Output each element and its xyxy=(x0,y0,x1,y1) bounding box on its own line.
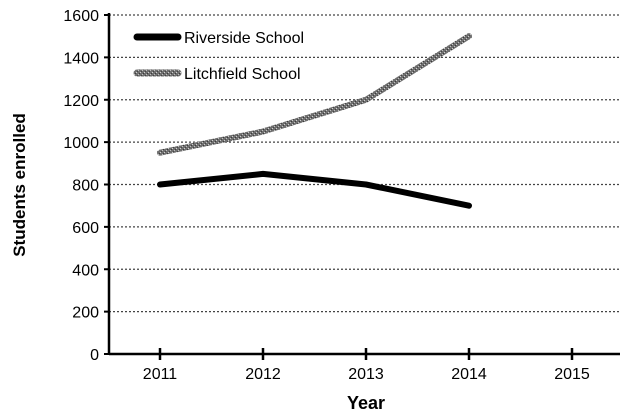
series-lines xyxy=(160,36,469,206)
legend-item-riverside: Riverside School xyxy=(137,30,304,47)
y-tick-label-0: 0 xyxy=(90,347,99,364)
y-tick-label-1600: 1600 xyxy=(63,8,99,25)
y-tick-label-200: 200 xyxy=(72,305,99,322)
x-tick-label-2012: 2012 xyxy=(245,366,281,383)
gridlines xyxy=(109,15,620,312)
x-tick-label-2014: 2014 xyxy=(451,366,487,383)
legend-item-litchfield: Litchfield School xyxy=(137,66,301,83)
x-tick-label-2015: 2015 xyxy=(554,366,590,383)
y-axis-title: Students enrolled xyxy=(10,113,29,257)
y-tick-label-1200: 1200 xyxy=(63,93,99,110)
y-tick-label-800: 800 xyxy=(72,178,99,195)
legend: Riverside School Litchfield School xyxy=(137,30,304,83)
y-tick-label-600: 600 xyxy=(72,220,99,237)
legend-label-litchfield: Litchfield School xyxy=(184,66,301,83)
x-tick-label-2011: 2011 xyxy=(143,366,178,383)
y-tick-label-1400: 1400 xyxy=(63,50,99,67)
y-tick-label-400: 400 xyxy=(72,262,99,279)
y-axis-ticks: 0 200 400 600 800 1000 1200 1400 1600 xyxy=(63,8,109,364)
x-axis-title: Year xyxy=(347,393,385,413)
legend-label-riverside: Riverside School xyxy=(184,30,304,47)
y-tick-label-1000: 1000 xyxy=(63,135,99,152)
x-tick-label-2013: 2013 xyxy=(348,366,384,383)
series-line-litchfield-school xyxy=(160,36,469,153)
series-line-riverside-school xyxy=(160,174,469,206)
